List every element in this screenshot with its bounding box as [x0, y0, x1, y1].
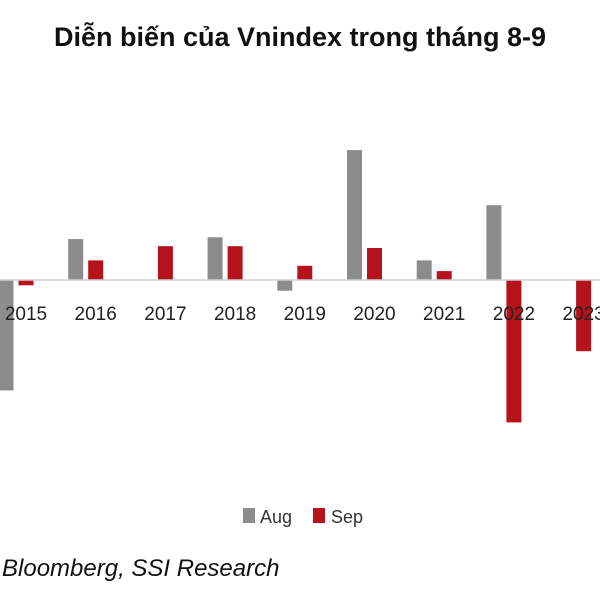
bar-aug-2020	[347, 150, 362, 280]
x-tick-label-2022: 2022	[493, 304, 535, 325]
legend: Aug Sep	[243, 507, 363, 527]
legend-label-aug: Aug	[260, 507, 292, 527]
bar-aug-2018	[207, 237, 223, 280]
legend-label-sep: Sep	[331, 507, 363, 527]
bar-sep-2022	[506, 280, 522, 423]
x-tick-label-2016: 2016	[75, 304, 117, 325]
x-tick-labels: 2015 2016 2017 2018 2019 2020 2021 2022 2023	[5, 304, 600, 325]
x-tick-label-2018: 2018	[214, 304, 256, 325]
bar-sep-2016	[88, 260, 104, 280]
x-tick-label-2019: 2019	[284, 304, 326, 325]
bar-sep-2018	[227, 246, 243, 280]
bars-layer	[0, 150, 592, 423]
x-tick-label-2021: 2021	[423, 304, 465, 325]
bar-sep-2020	[367, 248, 382, 280]
bar-sep-2017	[157, 246, 173, 280]
bar-aug-2021	[416, 260, 432, 280]
x-tick-label-2023: 2023	[562, 304, 600, 325]
bar-aug-2016	[68, 239, 84, 280]
bar-aug-2022	[486, 205, 502, 280]
legend-swatch-aug	[243, 508, 255, 523]
x-tick-label-2017: 2017	[144, 304, 186, 325]
source-note: Bloomberg, SSI Research	[2, 555, 280, 582]
bar-aug-2015	[0, 280, 14, 391]
chart-title: Diễn biến của Vnindex trong tháng 8-9	[53, 22, 547, 52]
x-tick-label-2020: 2020	[353, 304, 395, 325]
bar-sep-2015	[18, 280, 34, 286]
legend-swatch-sep	[313, 508, 325, 523]
bar-sep-2019	[297, 265, 313, 280]
bar-sep-2023	[576, 280, 592, 352]
bar-sep-2021	[436, 271, 452, 280]
x-tick-label-2015: 2015	[5, 304, 47, 325]
bar-aug-2019	[277, 280, 293, 291]
